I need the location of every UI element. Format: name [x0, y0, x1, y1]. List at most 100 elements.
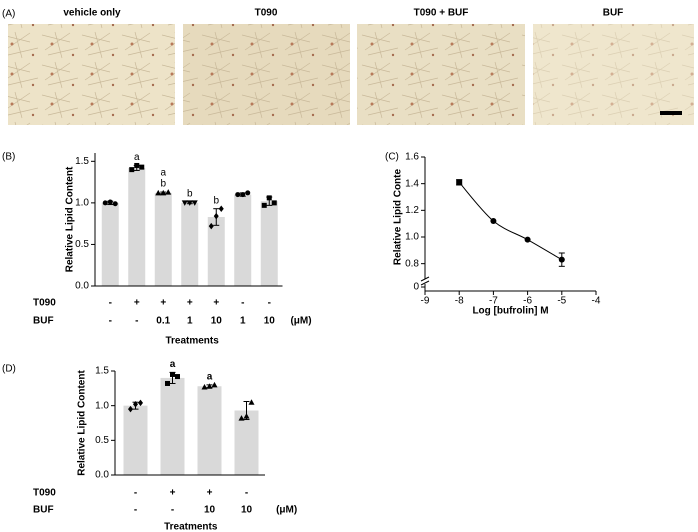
- panel-label: (B): [2, 152, 15, 163]
- point: [133, 401, 138, 408]
- bar: [234, 410, 259, 475]
- photo-label: BUF: [603, 8, 624, 19]
- y-tick-label: 1.0: [95, 400, 109, 411]
- x-axis-label: Treatments: [165, 336, 219, 347]
- bar: [128, 167, 146, 286]
- point: [129, 167, 135, 173]
- row-cell: +: [213, 298, 219, 309]
- photo-panel: [8, 24, 694, 125]
- y-tick-label: 0.0: [75, 281, 89, 292]
- row-cell: -: [241, 298, 244, 309]
- photo-texture: [533, 24, 694, 125]
- point: [139, 164, 145, 170]
- point: [271, 200, 277, 206]
- point: [191, 200, 198, 206]
- significance-letter: b: [213, 195, 219, 206]
- row-cell: +: [134, 298, 140, 309]
- y-tick-label: 1.5: [75, 156, 89, 167]
- photo-texture: [8, 24, 175, 125]
- point: [211, 381, 218, 388]
- point: [490, 218, 497, 224]
- axis-break: [420, 280, 430, 286]
- y-tick-label: 1.2: [405, 205, 419, 216]
- significance-letter: a: [170, 359, 176, 370]
- row-cell: +: [187, 298, 193, 309]
- row-label: BUF: [33, 505, 54, 516]
- row-cell: -: [135, 316, 138, 327]
- point: [218, 205, 224, 212]
- point: [155, 189, 162, 196]
- point: [175, 374, 180, 380]
- point: [102, 200, 108, 206]
- point: [456, 179, 463, 186]
- row-label: T090: [33, 298, 56, 309]
- point: [181, 200, 188, 206]
- photo-label: vehicle only: [63, 8, 121, 19]
- y-tick-label: 1.6: [405, 152, 419, 163]
- row-cell: 10: [264, 316, 276, 327]
- significance-letter: a: [134, 152, 140, 163]
- x-tick-label: -6: [523, 296, 532, 307]
- point: [524, 236, 531, 243]
- x-axis-label: Log [bufrolin] M: [472, 306, 548, 317]
- bar: [197, 386, 222, 475]
- point: [238, 415, 245, 421]
- row-label: T090: [33, 488, 56, 499]
- row-cell: -: [134, 505, 137, 516]
- bar: [123, 405, 148, 475]
- panel-label: (D): [2, 364, 16, 375]
- point: [558, 256, 565, 263]
- photo-label: T090 + BUF: [414, 8, 469, 19]
- y-tick-label: 0.8: [405, 258, 419, 269]
- y-axis-label: Relative Lipid Conte: [393, 169, 404, 266]
- photo-texture: [183, 24, 350, 125]
- y-tick-label: 1.4: [405, 178, 419, 189]
- row-cell: -: [109, 298, 112, 309]
- point: [208, 222, 214, 230]
- row-cell: -: [171, 505, 174, 516]
- y-tick-label: 0.5: [95, 435, 109, 446]
- y-tick-label: 1.0: [75, 198, 89, 209]
- x-tick-label: -9: [421, 296, 430, 307]
- row-cell: -: [268, 298, 271, 309]
- point: [266, 195, 272, 201]
- significance-letter: b: [160, 179, 166, 190]
- row-cell: -: [109, 316, 112, 327]
- point: [186, 200, 193, 206]
- photo-label: T090: [255, 8, 278, 19]
- x-axis-label: Treatments: [164, 522, 218, 532]
- x-tick-label: -5: [557, 296, 566, 307]
- row-cell: +: [160, 298, 166, 309]
- row-cell: -: [245, 488, 248, 499]
- row-cell: 10: [204, 505, 216, 516]
- point: [213, 212, 219, 220]
- y-tick-label: 0: [413, 282, 419, 293]
- fit-curve: [458, 182, 563, 261]
- significance-letter: a: [207, 372, 213, 383]
- panel-label: (A): [2, 9, 15, 20]
- point: [261, 202, 267, 208]
- bar: [234, 194, 252, 286]
- y-axis-label: Relative Lipid Content: [65, 166, 76, 272]
- y-tick-label: 0.5: [75, 239, 89, 250]
- row-cell: 10: [211, 316, 223, 327]
- point: [107, 199, 113, 205]
- significance-letter: a: [160, 168, 166, 179]
- bar: [154, 192, 172, 286]
- x-tick-label: -7: [489, 296, 498, 307]
- point: [165, 380, 170, 386]
- point: [160, 189, 167, 196]
- bar: [207, 217, 225, 286]
- row-cell: 1: [187, 316, 193, 327]
- point: [201, 383, 208, 390]
- point: [128, 405, 133, 413]
- y-tick-label: 1.0: [405, 232, 419, 243]
- x-tick-label: -4: [592, 296, 601, 307]
- axis-break: [420, 276, 430, 282]
- photo-texture: [357, 24, 525, 125]
- scale-bar: [660, 111, 682, 115]
- point: [206, 383, 213, 389]
- bar: [160, 377, 185, 475]
- bar: [181, 202, 199, 286]
- point: [170, 371, 175, 377]
